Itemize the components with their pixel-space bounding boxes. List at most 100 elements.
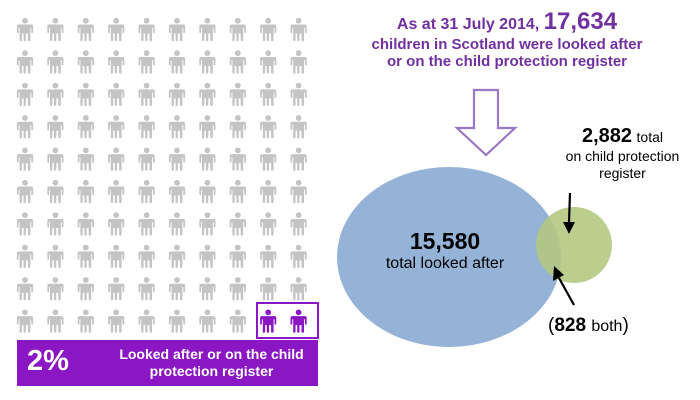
person-icon — [16, 17, 34, 42]
person-icon — [16, 50, 34, 74]
person-icon — [47, 179, 64, 204]
person-icon — [199, 212, 216, 236]
person-icon — [16, 244, 34, 268]
person-icon — [260, 212, 277, 236]
person-icon — [108, 277, 125, 301]
person-icon — [199, 50, 216, 74]
person-icon — [77, 82, 94, 106]
person-icon — [290, 50, 307, 74]
person-icon — [168, 277, 186, 301]
person-icon — [290, 277, 307, 301]
person-icon — [260, 17, 277, 42]
person-icon — [199, 82, 216, 106]
person-icon — [138, 179, 155, 204]
person-icon — [108, 179, 125, 204]
person-icon — [16, 179, 34, 204]
person-icon — [77, 309, 94, 333]
person-icon — [168, 179, 186, 204]
person-icon — [138, 17, 155, 42]
circle-protection-register — [536, 207, 612, 283]
person-icon — [108, 82, 125, 106]
person-icon — [77, 277, 94, 301]
headline-total: 17,634 — [543, 8, 618, 35]
person-icon — [138, 50, 155, 74]
person-icon — [290, 212, 307, 236]
person-icon — [108, 212, 125, 236]
person-icon — [260, 179, 277, 204]
person-icon — [260, 82, 277, 106]
person-icon — [108, 50, 125, 74]
person-icon — [168, 244, 186, 268]
person-icon — [290, 17, 307, 42]
headline: As at 31 July 2014, 17,634 children in S… — [322, 8, 692, 70]
looked-after-desc: total looked after — [385, 255, 505, 272]
looked-after-label: 15,580 total looked after — [355, 228, 535, 273]
stat-box: 2% Looked after or on the child protecti… — [17, 340, 318, 386]
person-icon — [229, 82, 246, 106]
person-icon — [47, 17, 64, 42]
person-icon — [229, 244, 246, 268]
person-icon — [199, 179, 216, 204]
person-icon — [138, 212, 155, 236]
person-icon — [16, 82, 34, 106]
person-icon — [47, 244, 64, 268]
headline-prefix: As at 31 July 2014, — [396, 16, 540, 33]
person-icon — [229, 50, 246, 74]
person-icon — [47, 212, 64, 236]
person-icon — [47, 147, 64, 171]
person-icon — [108, 244, 125, 268]
person-icon — [16, 147, 34, 171]
person-icon — [260, 277, 277, 301]
person-icon — [168, 309, 186, 333]
person-icon — [290, 82, 307, 106]
person-icon — [138, 277, 155, 301]
person-icon — [168, 115, 186, 139]
person-icon — [77, 244, 94, 268]
person-icon — [77, 115, 94, 139]
protection-register-desc-first: total — [636, 129, 663, 145]
person-icon — [138, 244, 155, 268]
person-icon — [168, 82, 186, 106]
person-icon — [16, 115, 34, 139]
person-icon — [290, 147, 307, 171]
person-icon — [168, 50, 186, 74]
headline-line-2: children in Scotland were looked after — [371, 35, 643, 53]
person-icon — [138, 309, 155, 333]
person-icon — [108, 17, 125, 42]
person-icon — [229, 309, 246, 333]
circle-looked-after — [337, 167, 561, 347]
person-icon — [77, 17, 94, 42]
person-icon — [138, 82, 155, 106]
overlap-desc: both — [591, 318, 623, 335]
person-icon — [168, 212, 186, 236]
overlap-close-paren: ) — [622, 315, 629, 336]
person-icon — [199, 147, 216, 171]
person-icon — [290, 179, 307, 204]
protection-register-value: 2,882 — [582, 125, 633, 147]
pointer-arrow-overlap — [553, 266, 575, 306]
stat-text: Looked after or on the child protection … — [119, 346, 304, 379]
overlap-value: 828 — [554, 315, 587, 336]
person-icon — [138, 115, 155, 139]
person-icon — [16, 212, 34, 236]
person-icon — [138, 147, 155, 171]
headline-line-3: or on the child protection register — [386, 52, 628, 70]
pictogram-grid — [16, 17, 307, 333]
person-icon — [260, 50, 277, 74]
looked-after-value: 15,580 — [409, 228, 481, 254]
overlap-open-paren: ( — [548, 315, 555, 336]
person-icon — [47, 115, 64, 139]
person-icon — [229, 179, 246, 204]
person-icon — [199, 309, 216, 333]
person-icon — [77, 147, 94, 171]
person-icon — [16, 277, 34, 301]
stat-percent: 2% — [27, 345, 69, 377]
person-icon — [229, 17, 246, 42]
person-icon — [47, 50, 64, 74]
person-icon — [260, 244, 277, 268]
person-icon — [260, 147, 277, 171]
person-icon — [47, 309, 64, 333]
person-icon — [199, 244, 216, 268]
person-icon — [168, 17, 186, 42]
person-icon — [47, 277, 64, 301]
